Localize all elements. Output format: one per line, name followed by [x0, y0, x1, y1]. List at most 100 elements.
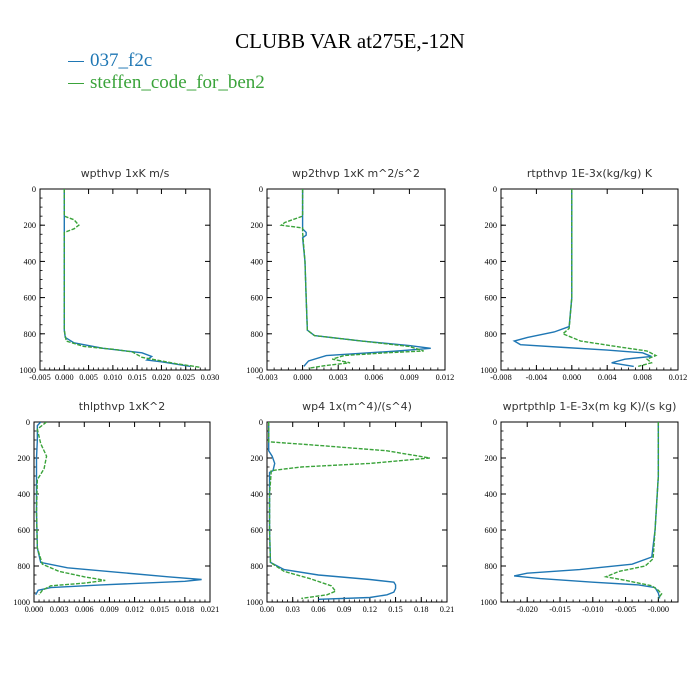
- y-tick-label: 0: [259, 185, 263, 194]
- x-tick-label: -0.010: [582, 605, 603, 614]
- x-tick-label: 0.006: [75, 605, 94, 614]
- subplot-title: wp2thvp 1xK m^2/s^2: [292, 167, 420, 180]
- x-tick-label: 0.010: [104, 373, 123, 382]
- x-tick-label: 0.008: [633, 373, 652, 382]
- series-line-steffen-code-for-ben2: [35, 422, 106, 596]
- y-tick-label: 600: [485, 526, 497, 535]
- page-title: CLUBB VAR at275E,-12N: [235, 29, 465, 53]
- legend-label: steffen_code_for_ben2: [90, 72, 265, 93]
- y-tick-label: 600: [24, 294, 36, 303]
- series-line-037-f2c: [301, 189, 431, 367]
- y-tick-label: 1000: [13, 598, 30, 607]
- y-tick-label: 800: [251, 330, 263, 339]
- y-tick-label: 200: [251, 454, 263, 463]
- subplot-title: rtpthvp 1E-3x(kg/kg) K: [527, 167, 653, 180]
- plot-frame: [33, 421, 211, 603]
- subplot-title: wpthvp 1xK m/s: [81, 167, 170, 180]
- x-tick-label: -0.020: [517, 605, 538, 614]
- x-tick-label: 0.009: [100, 605, 119, 614]
- x-tick-label: 0.09: [337, 605, 352, 614]
- y-tick-label: 200: [24, 221, 36, 230]
- x-tick-label: 0.025: [176, 373, 195, 382]
- x-tick-label: 0.000: [293, 373, 312, 382]
- subplot-1: wpthvp 1xK m/s 0 200 400 600 800 1000-0.005 0.0…: [19, 167, 219, 382]
- x-tick-label: 0.003: [329, 373, 348, 382]
- y-tick-label: 1000: [246, 598, 263, 607]
- y-tick-label: 1000: [480, 598, 497, 607]
- series-line-037-f2c: [63, 189, 191, 368]
- y-tick-label: 0: [493, 185, 497, 194]
- y-tick-label: 400: [485, 490, 497, 499]
- x-tick-label: 0.21: [440, 605, 455, 614]
- x-tick-label: 0.000: [55, 373, 74, 382]
- legend-item-series-1: 037_f2c: [68, 50, 152, 72]
- subplot-title: wp4 1x(m^4)/(s^4): [302, 400, 412, 413]
- x-tick-label: 0.012: [436, 373, 455, 382]
- x-tick-label: 0.15: [388, 605, 403, 614]
- x-tick-label: 0.03: [285, 605, 300, 614]
- series-line-037-f2c: [512, 189, 652, 368]
- x-tick-label: -0.000: [648, 605, 669, 614]
- subplot-6: wprtpthlp 1-E-3x(m kg K)/(s kg) 0 200 400 60…: [480, 400, 679, 614]
- series-line-037-f2c: [513, 422, 661, 599]
- x-tick-label: 0.021: [201, 605, 220, 614]
- x-tick-label: 0.030: [201, 373, 220, 382]
- y-tick-label: 200: [251, 221, 263, 230]
- legend-swatch: [68, 61, 84, 63]
- plot-frame: [266, 188, 446, 371]
- legend-item-series-2: steffen_code_for_ben2: [68, 72, 265, 94]
- y-tick-label: 600: [251, 526, 263, 535]
- y-tick-label: 400: [24, 257, 36, 266]
- x-tick-label: -0.008: [490, 373, 511, 382]
- legend-label: 037_f2c: [90, 50, 153, 71]
- x-tick-label: 0.005: [79, 373, 98, 382]
- y-tick-label: 800: [24, 330, 36, 339]
- x-tick-label: -0.005: [29, 373, 50, 382]
- y-tick-label: 400: [251, 257, 263, 266]
- x-tick-label: -0.015: [549, 605, 570, 614]
- subplot-3: rtpthvp 1E-3x(kg/kg) K02004006008001000-…: [480, 167, 687, 382]
- y-tick-label: 800: [485, 562, 497, 571]
- subplot-title: thlpthvp 1xK^2: [79, 400, 166, 413]
- y-tick-label: 800: [251, 562, 263, 571]
- y-tick-label: 0: [493, 418, 497, 427]
- y-tick-label: 200: [485, 221, 497, 230]
- y-tick-label: 600: [18, 526, 30, 535]
- y-tick-label: 400: [18, 490, 30, 499]
- x-tick-label: 0.004: [598, 373, 618, 382]
- y-tick-label: 1000: [246, 366, 263, 375]
- series-line-steffen-code-for-ben2: [603, 422, 663, 599]
- x-tick-label: 0.018: [176, 605, 195, 614]
- y-tick-label: 0: [26, 418, 30, 427]
- x-tick-label: 0.18: [414, 605, 429, 614]
- y-tick-label: 400: [251, 490, 263, 499]
- legend-swatch: [68, 83, 84, 85]
- x-tick-label: 0.015: [128, 373, 147, 382]
- series-line-steffen-code-for-ben2: [268, 422, 430, 600]
- y-tick-label: 1000: [19, 366, 36, 375]
- y-tick-label: 800: [18, 562, 30, 571]
- series-line-037-f2c: [35, 422, 202, 596]
- y-tick-label: 400: [485, 257, 497, 266]
- x-tick-label: 0.000: [562, 373, 581, 382]
- plot-frame: [500, 188, 679, 371]
- x-tick-label: 0.000: [25, 605, 44, 614]
- x-tick-label: -0.003: [256, 373, 277, 382]
- y-tick-label: 1000: [480, 366, 497, 375]
- x-tick-label: 0.00: [260, 605, 275, 614]
- y-tick-label: 200: [485, 454, 497, 463]
- x-tick-label: 0.020: [152, 373, 171, 382]
- x-tick-label: 0.12: [363, 605, 378, 614]
- y-tick-label: 0: [259, 418, 263, 427]
- series-line-steffen-code-for-ben2: [63, 189, 201, 368]
- x-tick-label: -0.004: [526, 373, 548, 382]
- x-tick-label: 0.012: [669, 373, 688, 382]
- plot-frame: [500, 421, 679, 603]
- x-tick-label: 0.006: [364, 373, 383, 382]
- x-tick-label: 0.009: [400, 373, 419, 382]
- series-line-steffen-code-for-ben2: [561, 189, 658, 368]
- x-tick-label: 0.06: [311, 605, 326, 614]
- series-line-037-f2c: [268, 422, 397, 600]
